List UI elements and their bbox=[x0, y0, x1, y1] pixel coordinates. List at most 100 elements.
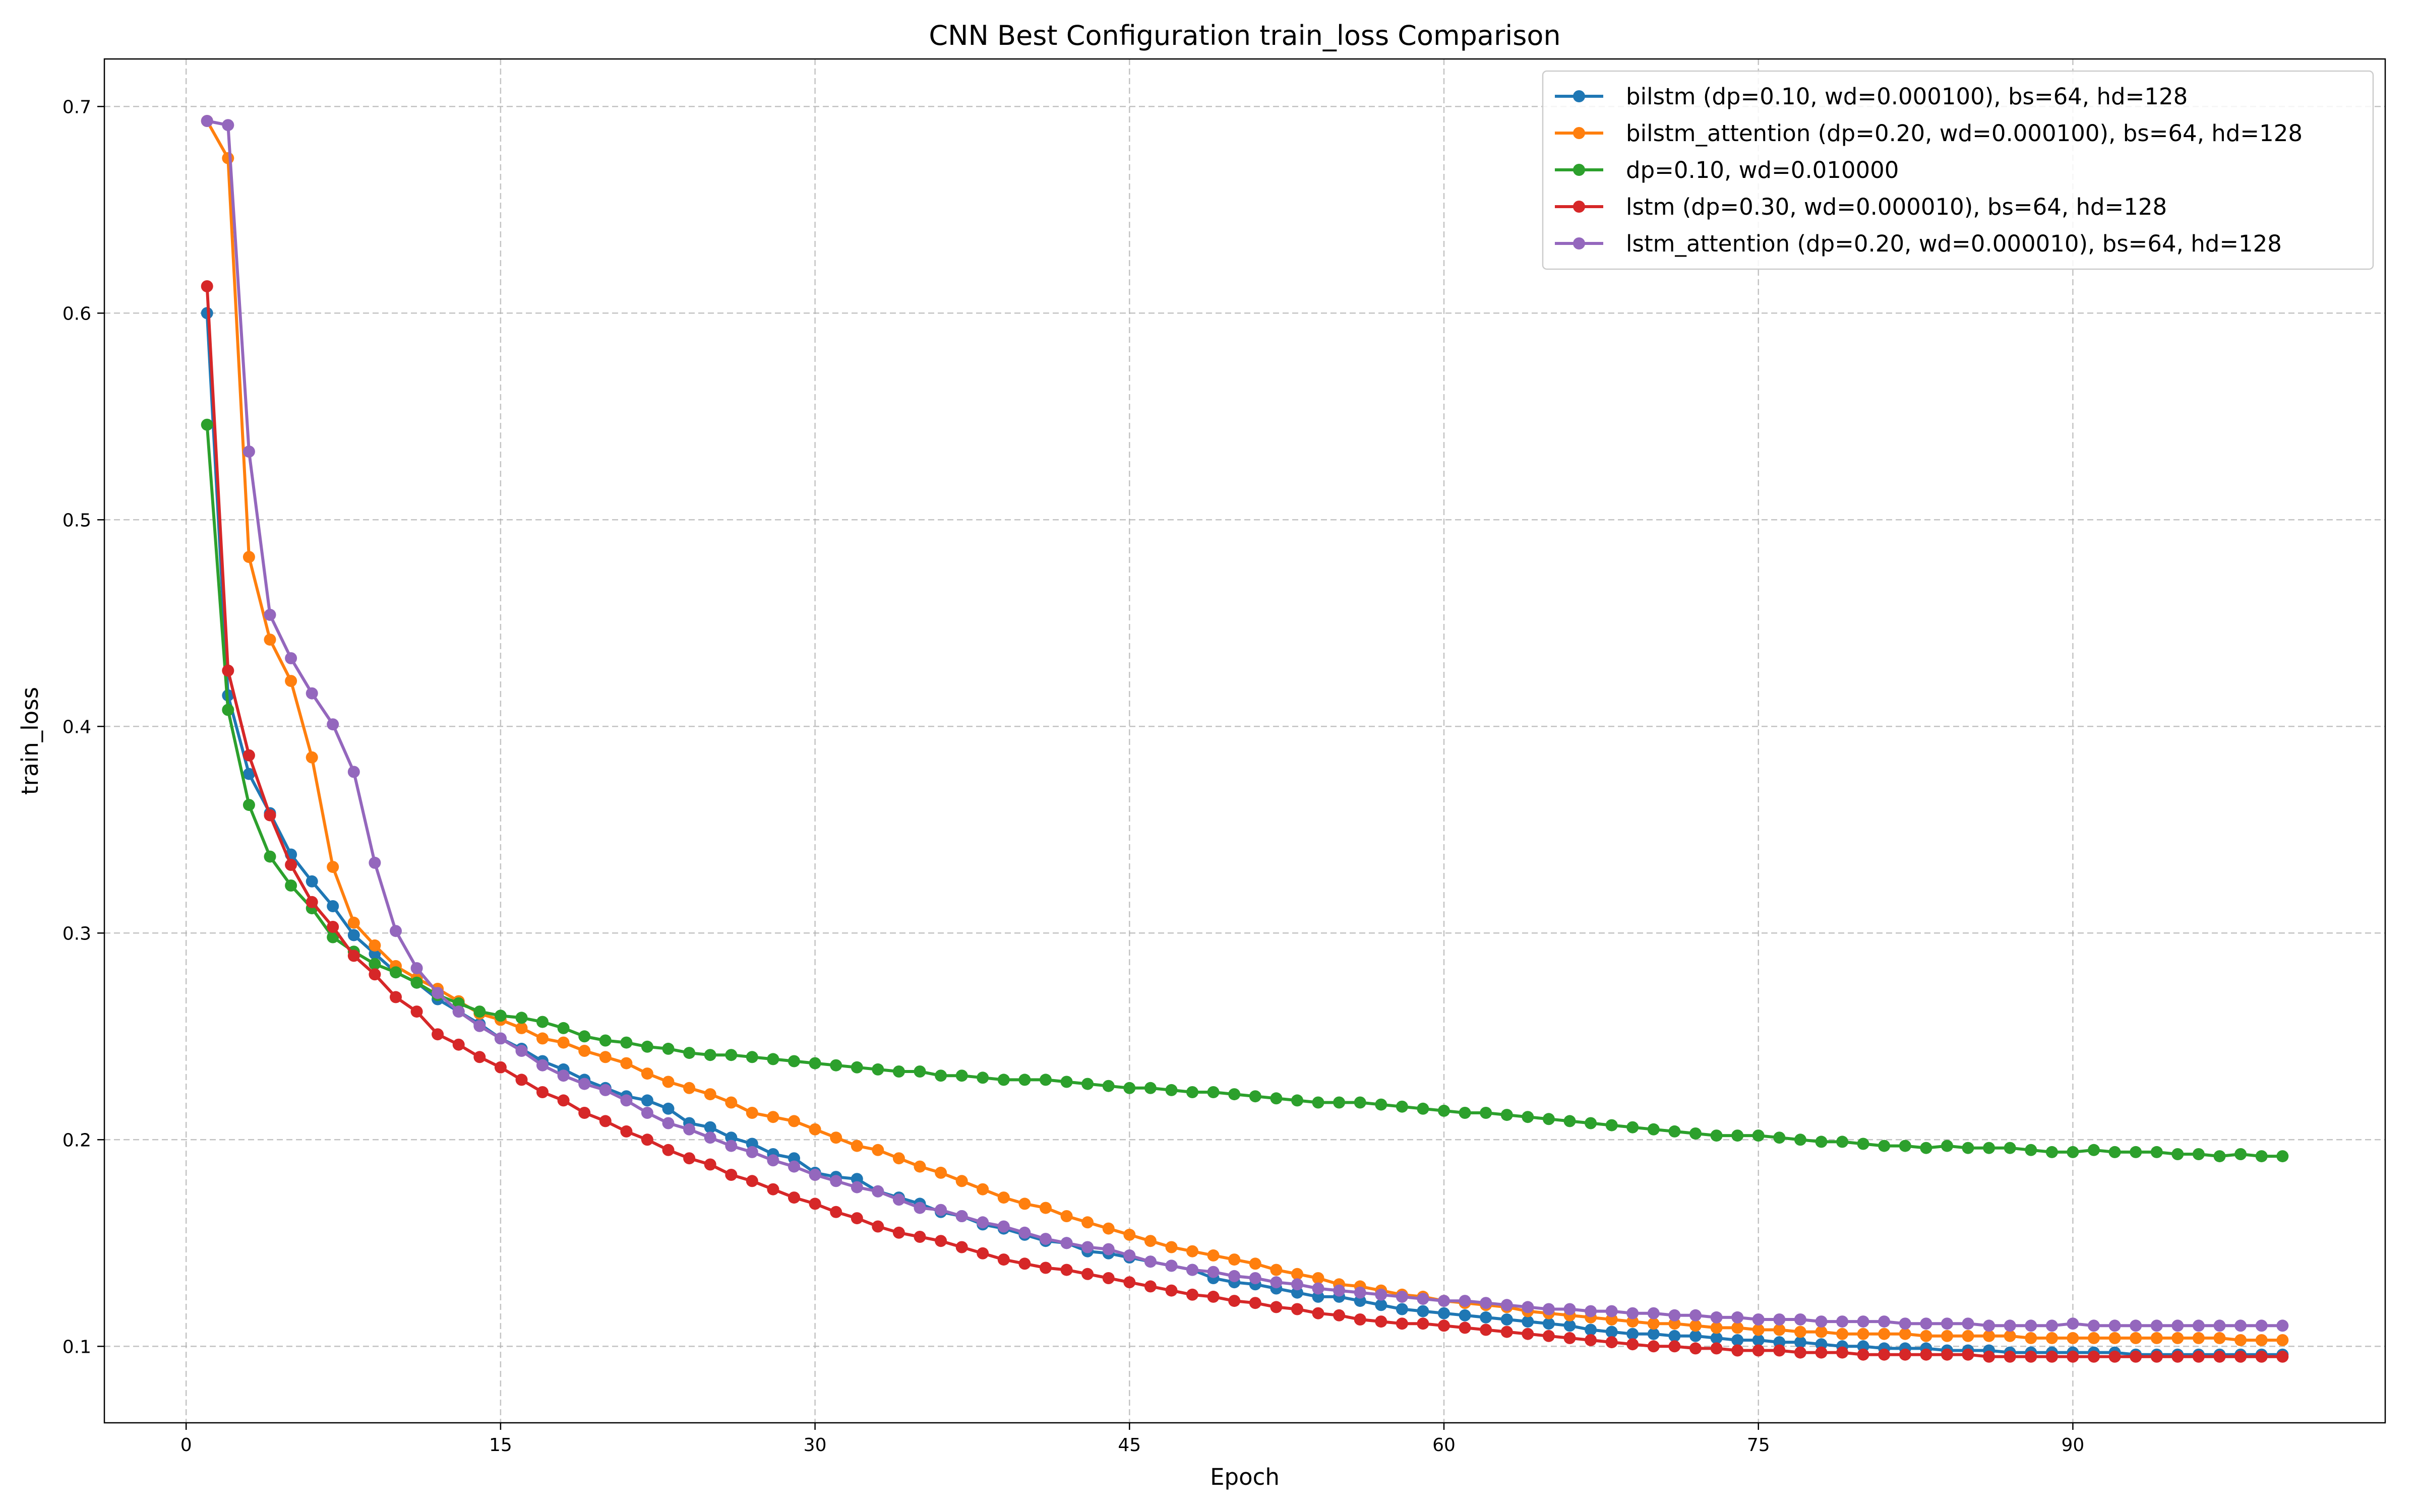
data-point bbox=[2234, 1148, 2247, 1160]
data-point bbox=[1480, 1324, 1492, 1336]
data-point bbox=[2025, 1332, 2037, 1344]
data-point bbox=[725, 1169, 738, 1181]
data-point bbox=[1375, 1315, 1387, 1328]
data-point bbox=[746, 1175, 758, 1187]
data-point bbox=[1647, 1123, 1660, 1136]
data-point bbox=[536, 1059, 549, 1072]
data-point bbox=[662, 1102, 675, 1115]
data-point bbox=[620, 1057, 633, 1069]
data-point bbox=[809, 1123, 821, 1136]
data-point bbox=[2276, 1150, 2289, 1163]
data-point bbox=[1794, 1346, 1806, 1359]
data-point bbox=[536, 1086, 549, 1098]
data-point bbox=[2088, 1332, 2100, 1344]
data-point bbox=[1312, 1307, 1324, 1319]
data-point bbox=[2150, 1319, 2163, 1332]
data-point bbox=[2213, 1150, 2226, 1163]
data-point bbox=[935, 1069, 947, 1082]
data-point bbox=[347, 929, 360, 941]
data-point bbox=[1459, 1107, 1471, 1119]
data-point bbox=[1144, 1280, 1157, 1293]
data-point bbox=[1459, 1321, 1471, 1334]
data-point bbox=[1500, 1109, 1513, 1121]
data-point bbox=[390, 966, 402, 979]
data-point bbox=[1123, 1249, 1136, 1262]
data-point bbox=[1752, 1129, 1765, 1142]
data-point bbox=[788, 1055, 800, 1067]
data-point bbox=[1522, 1111, 1534, 1123]
data-point bbox=[955, 1175, 968, 1187]
data-point bbox=[851, 1181, 863, 1193]
data-point bbox=[1522, 1315, 1534, 1328]
data-point bbox=[264, 634, 276, 646]
data-point bbox=[1605, 1326, 1618, 1338]
data-point bbox=[1542, 1303, 1555, 1315]
data-point bbox=[369, 968, 381, 981]
data-point bbox=[557, 1069, 570, 1082]
data-point bbox=[746, 1138, 758, 1150]
data-point bbox=[1899, 1348, 1911, 1361]
data-point bbox=[977, 1072, 989, 1084]
data-point bbox=[285, 652, 297, 664]
data-point bbox=[1689, 1342, 1702, 1355]
data-point bbox=[1500, 1299, 1513, 1311]
data-point bbox=[1375, 1098, 1387, 1111]
data-point bbox=[1773, 1324, 1786, 1336]
data-point bbox=[2276, 1334, 2289, 1346]
data-point bbox=[1291, 1094, 1303, 1107]
data-point bbox=[851, 1173, 863, 1185]
data-point bbox=[1878, 1140, 1891, 1152]
data-point bbox=[410, 976, 423, 989]
data-point bbox=[1710, 1311, 1723, 1324]
data-point bbox=[1626, 1315, 1639, 1328]
data-point bbox=[1542, 1317, 1555, 1330]
data-point bbox=[1438, 1104, 1450, 1117]
x-tick-label: 75 bbox=[1747, 1435, 1770, 1456]
data-point bbox=[1102, 1243, 1115, 1255]
data-point bbox=[1186, 1245, 1198, 1257]
data-point bbox=[1605, 1305, 1618, 1317]
data-point bbox=[1018, 1074, 1031, 1086]
data-point bbox=[264, 608, 276, 621]
data-point bbox=[1102, 1080, 1115, 1092]
data-point bbox=[1689, 1330, 1702, 1342]
y-tick-label: 0.4 bbox=[63, 717, 91, 737]
data-point bbox=[809, 1198, 821, 1210]
data-point bbox=[1773, 1131, 1786, 1144]
data-point bbox=[1081, 1216, 1094, 1229]
data-point bbox=[1542, 1113, 1555, 1125]
data-point bbox=[2213, 1350, 2226, 1363]
data-point bbox=[1585, 1305, 1597, 1317]
data-point bbox=[1794, 1313, 1806, 1326]
data-point bbox=[1647, 1307, 1660, 1319]
data-point bbox=[704, 1088, 716, 1101]
data-point bbox=[2255, 1319, 2268, 1332]
data-point bbox=[1102, 1222, 1115, 1235]
data-point bbox=[1962, 1317, 1974, 1330]
data-point bbox=[201, 115, 213, 127]
data-point bbox=[2108, 1146, 2121, 1158]
data-point bbox=[641, 1094, 653, 1107]
data-point bbox=[1270, 1276, 1283, 1289]
data-point bbox=[872, 1144, 884, 1156]
data-point bbox=[767, 1183, 779, 1195]
data-point bbox=[1018, 1198, 1031, 1210]
data-point bbox=[997, 1074, 1010, 1086]
data-point bbox=[1417, 1317, 1429, 1330]
data-point bbox=[620, 1094, 633, 1107]
data-point bbox=[704, 1131, 716, 1144]
data-point bbox=[662, 1144, 675, 1156]
data-point bbox=[620, 1036, 633, 1049]
data-point bbox=[1522, 1301, 1534, 1313]
data-point bbox=[1605, 1313, 1618, 1326]
data-point bbox=[1941, 1140, 1953, 1152]
data-point bbox=[641, 1107, 653, 1119]
data-point bbox=[1710, 1129, 1723, 1142]
data-point bbox=[955, 1241, 968, 1253]
legend-entry: bilstm_attention (dp=0.20, wd=0.000100),… bbox=[1555, 120, 2303, 147]
data-point bbox=[1291, 1278, 1303, 1291]
data-point bbox=[243, 799, 255, 811]
data-point bbox=[1312, 1290, 1324, 1303]
data-point bbox=[1836, 1136, 1849, 1148]
data-point bbox=[683, 1123, 696, 1136]
